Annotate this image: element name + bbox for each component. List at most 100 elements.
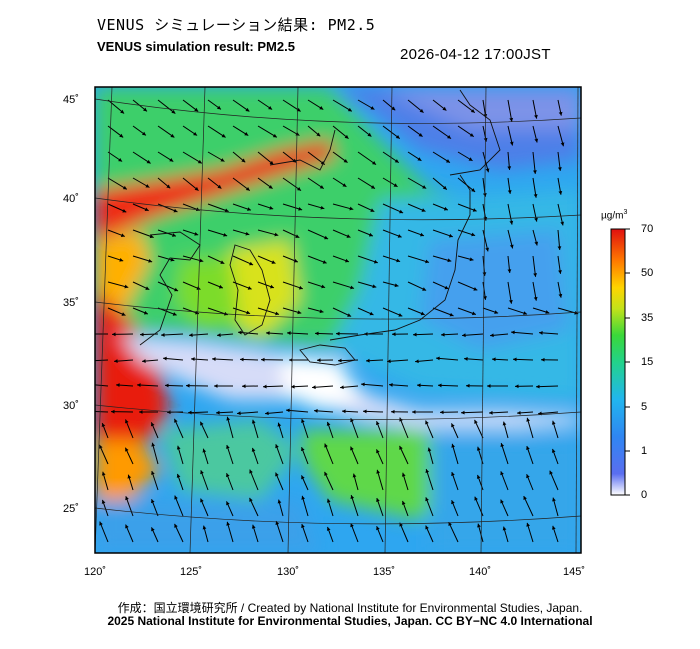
wind-arrow-head <box>277 422 282 427</box>
wind-arrow-shaft <box>350 494 359 517</box>
wind-arrow-shaft <box>399 417 409 439</box>
wind-arrow-head <box>91 332 95 336</box>
wind-arrow-head <box>396 258 401 263</box>
wind-arrow-head <box>507 269 512 273</box>
wind-arrow-head <box>286 408 290 413</box>
wind-arrow-shaft <box>448 521 459 543</box>
wind-arrow-head <box>199 258 204 263</box>
colorbar-tick-70: 70 <box>641 223 654 235</box>
wind-arrow-shaft <box>157 281 179 292</box>
wind-arrow-head <box>534 217 538 222</box>
wind-arrow-head <box>174 418 178 423</box>
wind-arrow-head <box>218 284 223 289</box>
wind-arrow-head <box>149 234 154 239</box>
wind-arrow-shaft <box>425 468 434 491</box>
wind-arrow-head <box>137 383 141 387</box>
wind-arrow-head <box>166 184 171 189</box>
wind-arrow-head <box>451 423 455 428</box>
wind-arrow-head <box>448 233 453 238</box>
wind-arrow-head <box>269 160 274 165</box>
wind-arrow-head <box>193 131 198 136</box>
wind-arrow-shaft <box>107 177 128 190</box>
wind-arrow-head <box>526 417 531 422</box>
wind-arrow-head <box>88 383 92 387</box>
wind-arrow-shaft <box>95 359 109 362</box>
concentration-field <box>88 87 581 553</box>
wind-arrow-head <box>217 184 222 189</box>
wind-arrow-head <box>471 232 476 237</box>
wind-arrow-head <box>370 106 375 110</box>
wind-arrow-head <box>317 358 321 363</box>
wind-arrow-head <box>268 105 273 110</box>
colorbar-tick-1: 1 <box>641 445 648 457</box>
wind-arrow-head <box>442 185 447 190</box>
wind-arrow-head <box>145 184 150 188</box>
wind-arrow-head <box>312 385 316 390</box>
wind-arrow-head <box>526 474 530 479</box>
wind-arrow-head <box>170 133 175 138</box>
wind-arrow-shaft <box>432 307 454 317</box>
wind-arrow-head <box>274 232 279 237</box>
wind-arrow-head <box>387 359 391 364</box>
wind-arrow-head <box>415 359 419 364</box>
wind-arrow-shaft <box>307 229 329 240</box>
wind-arrow-head <box>398 313 403 317</box>
wind-arrow-head <box>363 409 367 414</box>
wind-arrow-head <box>526 522 531 527</box>
wind-arrow-head <box>338 358 342 363</box>
wind-arrow-head <box>517 410 521 415</box>
colorbar-tick-50: 50 <box>641 267 654 279</box>
wind-arrow-head <box>263 384 267 389</box>
wind-arrow-head <box>558 270 562 274</box>
lon-label-130: 130˚ <box>277 566 300 578</box>
wind-arrow-head <box>422 185 427 189</box>
wind-arrow-head <box>144 207 149 212</box>
wind-arrow-head <box>534 138 539 143</box>
wind-arrow-head <box>447 135 452 139</box>
wind-arrow-head <box>461 410 465 415</box>
wind-arrow-head <box>469 257 474 262</box>
wind-arrow-head <box>301 418 305 423</box>
wind-arrow-head <box>372 284 377 289</box>
wind-arrow-head <box>246 310 251 315</box>
wind-arrow-head <box>125 496 129 501</box>
wind-arrow-head <box>485 168 490 173</box>
wind-arrow-shaft <box>357 151 377 166</box>
wind-arrow-head <box>558 190 563 195</box>
wind-arrow-head <box>99 521 103 526</box>
lon-label-125: 125˚ <box>180 566 203 578</box>
wind-arrow-shaft <box>232 255 254 266</box>
wind-arrow-head <box>99 444 103 449</box>
wind-arrow-head <box>473 287 478 291</box>
wind-arrow-head <box>391 409 395 414</box>
wind-arrow-head <box>101 423 106 428</box>
wind-arrow-head <box>216 105 221 110</box>
wind-arrow-head <box>474 419 478 424</box>
wind-arrow-head <box>189 333 193 337</box>
wind-arrow-shaft <box>132 229 154 238</box>
wind-arrow-head <box>214 384 218 388</box>
wind-arrow-head <box>237 411 241 416</box>
wind-arrow-head <box>125 524 129 529</box>
wind-arrow-head <box>101 499 106 504</box>
wind-arrow-head <box>194 186 199 191</box>
wind-arrow-head <box>474 496 478 501</box>
wind-arrow-head <box>247 286 252 290</box>
wind-arrow-head <box>120 233 125 237</box>
wind-arrow-head <box>466 383 470 388</box>
wind-arrow-head <box>534 241 539 246</box>
wind-arrow-head <box>376 498 380 502</box>
wind-arrow-head <box>508 299 513 304</box>
wind-arrow-head <box>320 205 325 210</box>
wind-arrow-head <box>119 258 124 262</box>
wind-arrow-head <box>515 384 519 389</box>
wind-arrow-head <box>545 310 550 314</box>
wind-arrow-head <box>220 260 225 264</box>
wind-arrow-head <box>127 474 132 479</box>
wind-arrow-head <box>449 312 454 317</box>
wind-arrow-head <box>301 475 305 480</box>
wind-arrow-shaft <box>436 357 459 361</box>
wind-arrow-head <box>413 332 417 337</box>
wind-arrow-head <box>315 331 319 336</box>
wind-arrow-shaft <box>507 99 513 122</box>
